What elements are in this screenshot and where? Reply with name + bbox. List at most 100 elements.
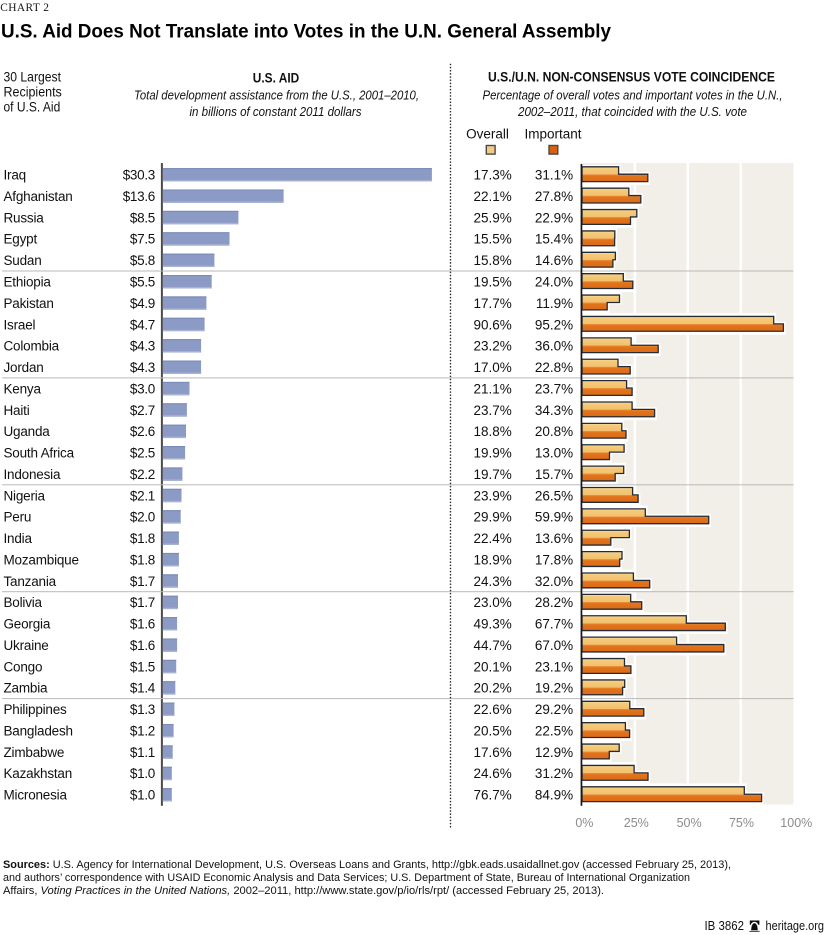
svg-text:23.2%: 23.2%	[474, 339, 512, 354]
svg-text:U.S. Aid Does Not Translate in: U.S. Aid Does Not Translate into Votes i…	[1, 21, 611, 42]
svg-text:$1.7: $1.7	[130, 574, 155, 589]
svg-text:Bolivia: Bolivia	[4, 595, 43, 610]
svg-text:Indonesia: Indonesia	[4, 467, 61, 482]
svg-text:Zambia: Zambia	[4, 681, 49, 696]
svg-text:22.6%: 22.6%	[474, 702, 512, 717]
svg-text:Kenya: Kenya	[4, 381, 42, 396]
svg-text:South Africa: South Africa	[4, 446, 75, 461]
svg-text:26.5%: 26.5%	[535, 488, 573, 503]
svg-text:$2.7: $2.7	[130, 403, 155, 418]
svg-text:22.1%: 22.1%	[474, 189, 512, 204]
svg-text:IB 3862: IB 3862	[705, 918, 745, 933]
svg-text:Overall: Overall	[466, 127, 509, 142]
svg-text:12.9%: 12.9%	[535, 745, 573, 760]
svg-text:$1.7: $1.7	[130, 595, 155, 610]
svg-text:$4.9: $4.9	[130, 296, 155, 311]
svg-text:19.7%: 19.7%	[474, 467, 512, 482]
svg-text:19.9%: 19.9%	[474, 446, 512, 461]
svg-text:Recipients: Recipients	[4, 85, 63, 100]
svg-text:Mozambique: Mozambique	[4, 552, 79, 567]
svg-text:Georgia: Georgia	[4, 617, 51, 632]
svg-text:25.9%: 25.9%	[474, 210, 512, 225]
svg-text:U.S./U.N. NON-CONSENSUS VOTE C: U.S./U.N. NON-CONSENSUS VOTE COINCIDENCE	[488, 69, 775, 85]
svg-text:$1.1: $1.1	[130, 745, 155, 760]
svg-text:Peru: Peru	[4, 510, 32, 525]
svg-text:44.7%: 44.7%	[474, 638, 512, 653]
svg-text:Affairs, Voting Practices in t: Affairs, Voting Practices in the United …	[3, 885, 604, 897]
svg-text:$13.6: $13.6	[123, 189, 155, 204]
svg-text:$1.0: $1.0	[130, 788, 155, 803]
svg-text:20.8%: 20.8%	[535, 424, 573, 439]
svg-text:23.7%: 23.7%	[535, 381, 573, 396]
svg-text:U.S. AID: U.S. AID	[253, 69, 300, 85]
svg-text:21.1%: 21.1%	[474, 381, 512, 396]
svg-text:95.2%: 95.2%	[535, 317, 573, 332]
svg-text:$2.5: $2.5	[130, 446, 155, 461]
svg-text:100%: 100%	[780, 816, 812, 830]
svg-text:30 Largest: 30 Largest	[4, 70, 62, 85]
svg-text:$2.6: $2.6	[130, 424, 155, 439]
svg-text:11.9%: 11.9%	[536, 296, 573, 311]
svg-text:$1.0: $1.0	[130, 766, 155, 781]
svg-text:75%: 75%	[729, 816, 754, 830]
svg-text:19.2%: 19.2%	[535, 681, 573, 696]
svg-text:2002–2011, that coincided with: 2002–2011, that coincided with the U.S. …	[517, 105, 747, 119]
svg-text:Jordan: Jordan	[4, 360, 44, 375]
svg-text:$1.6: $1.6	[130, 638, 155, 653]
svg-text:$1.4: $1.4	[130, 681, 156, 696]
svg-text:15.7%: 15.7%	[535, 467, 573, 482]
svg-text:Bangladesh: Bangladesh	[4, 724, 73, 739]
svg-text:of U.S. Aid: of U.S. Aid	[4, 100, 61, 115]
svg-text:heritage.org: heritage.org	[766, 918, 825, 933]
svg-text:Sources: U.S. Agency for Inter: Sources: U.S. Agency for International D…	[3, 859, 731, 871]
svg-text:$4.7: $4.7	[130, 317, 155, 332]
svg-text:17.0%: 17.0%	[474, 360, 512, 375]
svg-text:23.7%: 23.7%	[474, 403, 512, 418]
svg-text:19.5%: 19.5%	[474, 275, 512, 290]
svg-text:$2.1: $2.1	[130, 488, 155, 503]
svg-text:Colombia: Colombia	[4, 339, 60, 354]
svg-text:$4.3: $4.3	[130, 339, 155, 354]
svg-text:67.7%: 67.7%	[535, 617, 573, 632]
svg-text:$5.5: $5.5	[130, 275, 155, 290]
svg-text:$30.3: $30.3	[123, 168, 155, 183]
svg-text:Total development assistance f: Total development assistance from the U.…	[134, 89, 419, 103]
svg-text:18.9%: 18.9%	[474, 552, 512, 567]
svg-text:Tanzania: Tanzania	[4, 574, 57, 589]
svg-text:14.6%: 14.6%	[535, 253, 573, 268]
svg-text:$1.8: $1.8	[130, 531, 155, 546]
svg-text:31.1%: 31.1%	[535, 168, 573, 183]
svg-text:15.4%: 15.4%	[535, 232, 573, 247]
svg-text:Zimbabwe: Zimbabwe	[4, 745, 65, 760]
svg-text:Ukraine: Ukraine	[4, 638, 49, 653]
svg-text:49.3%: 49.3%	[474, 617, 512, 632]
svg-text:29.2%: 29.2%	[535, 702, 573, 717]
svg-text:Nigeria: Nigeria	[4, 488, 46, 503]
svg-text:$2.2: $2.2	[130, 467, 155, 482]
svg-text:$1.2: $1.2	[130, 724, 155, 739]
svg-text:Israel: Israel	[4, 317, 36, 332]
svg-text:13.0%: 13.0%	[535, 446, 573, 461]
svg-text:and authors’ correspondence wi: and authors’ correspondence with USAID E…	[3, 872, 690, 884]
svg-text:$1.3: $1.3	[130, 702, 155, 717]
svg-text:27.8%: 27.8%	[535, 189, 573, 204]
svg-text:18.8%: 18.8%	[474, 424, 512, 439]
svg-text:17.6%: 17.6%	[474, 745, 512, 760]
svg-text:Pakistan: Pakistan	[4, 296, 54, 311]
svg-text:17.7%: 17.7%	[474, 296, 512, 311]
svg-text:50%: 50%	[677, 816, 702, 830]
svg-text:36.0%: 36.0%	[535, 339, 573, 354]
svg-text:in billions of constant 2011 d: in billions of constant 2011 dollars	[190, 105, 363, 119]
svg-text:Congo: Congo	[4, 659, 43, 674]
svg-text:23.0%: 23.0%	[474, 595, 512, 610]
svg-text:20.1%: 20.1%	[474, 659, 512, 674]
svg-text:Russia: Russia	[4, 210, 45, 225]
svg-text:34.3%: 34.3%	[535, 403, 573, 418]
svg-text:Ethiopia: Ethiopia	[4, 275, 52, 290]
svg-text:84.9%: 84.9%	[535, 788, 573, 803]
svg-text:22.9%: 22.9%	[535, 210, 573, 225]
svg-text:Percentage of overall votes an: Percentage of overall votes and importan…	[483, 89, 783, 103]
svg-text:17.8%: 17.8%	[535, 552, 573, 567]
svg-text:24.6%: 24.6%	[474, 766, 512, 781]
svg-text:24.3%: 24.3%	[474, 574, 512, 589]
